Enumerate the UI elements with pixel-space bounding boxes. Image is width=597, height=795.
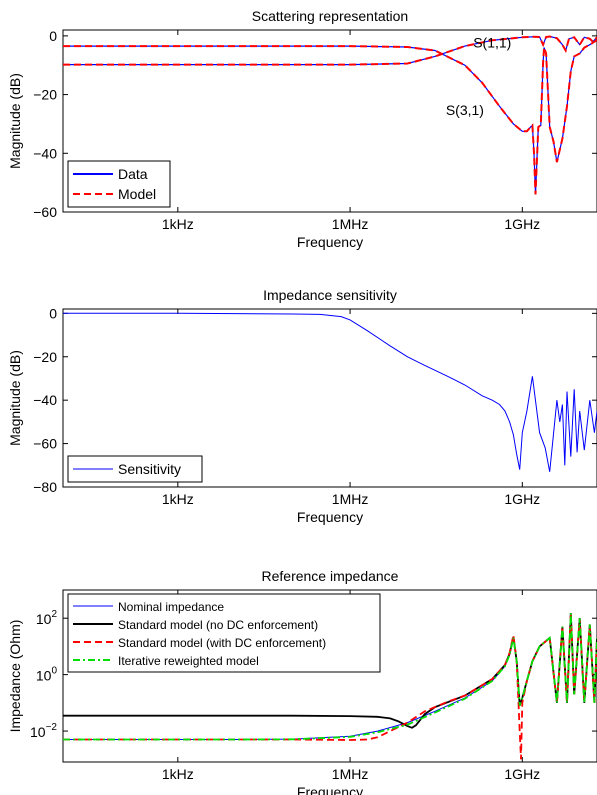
plot-area-frame <box>62 589 597 763</box>
legend: Nominal impedance Standard model (no DC e… <box>67 593 381 673</box>
series-line-model <box>63 35 597 66</box>
chart-title: Scattering representation <box>252 8 408 24</box>
legend-box <box>67 160 171 208</box>
series-group <box>63 312 597 472</box>
plot-area-frame <box>62 308 597 488</box>
annotation-label: S(1,1) <box>473 35 511 51</box>
y-tick-exponent: 2 <box>51 609 57 620</box>
x-axis-label: Frequency <box>297 784 363 795</box>
x-tick-label: 1MHz <box>332 491 369 507</box>
x-tick-label: 1GHz <box>504 766 540 782</box>
chart-title: Reference impedance <box>262 568 399 584</box>
plot-area-frame <box>62 29 597 213</box>
y-tick-base: 10 <box>36 611 52 627</box>
legend-box <box>67 593 381 673</box>
legend: Sensitivity <box>67 455 203 483</box>
y-tick-label: −60 <box>33 204 57 220</box>
y-tick-label: 100 <box>36 666 58 684</box>
x-tick-label: 1MHz <box>332 766 369 782</box>
y-tick-base: 10 <box>30 724 46 740</box>
series-group <box>63 613 597 760</box>
legend-entry-label: Model <box>118 186 156 202</box>
y-axis-label: Magnitude (dB) <box>7 350 23 446</box>
y-tick-base: 10 <box>36 668 52 684</box>
y-tick-exponent: 0 <box>51 666 57 677</box>
x-tick-label: 1kHz <box>162 491 194 507</box>
y-tick-label: 102 <box>36 609 58 627</box>
legend-entry-label: Standard model (no DC enforcement) <box>118 618 318 632</box>
series-line-data <box>63 35 597 66</box>
y-tick-label: 0 <box>49 305 57 321</box>
legend-entry-label: Standard model (with DC enforcement) <box>118 636 326 650</box>
y-tick-label: −20 <box>33 87 57 103</box>
y-tick-label: −40 <box>33 392 57 408</box>
chart-panel-2: Impedance sensitivity 1kHz 1MHz 1GHz Frequen… <box>7 287 597 525</box>
y-tick-label: −20 <box>33 349 57 365</box>
legend: Data Model <box>67 160 171 208</box>
y-tick-label: 10−2 <box>30 722 57 740</box>
y-axis-label: Impedance (Ohm) <box>7 620 23 733</box>
legend-entry-label: Nominal impedance <box>118 600 224 614</box>
y-tick-label: 0 <box>49 28 57 44</box>
chart-panel-3: Reference impedance 1kHz 1MHz 1GHz Frequency… <box>7 568 597 795</box>
x-axis-label: Frequency <box>297 509 363 525</box>
x-tick-label: 1GHz <box>504 491 540 507</box>
series-line <box>63 312 597 472</box>
x-axis-label: Frequency <box>297 234 363 250</box>
y-tick-label: −60 <box>33 436 57 452</box>
series-group <box>63 35 597 195</box>
series-line <box>63 613 597 741</box>
y-tick-label: −80 <box>33 479 57 495</box>
legend-entry-label: Sensitivity <box>118 461 181 477</box>
y-tick-exponent: −2 <box>46 722 58 733</box>
chart-title: Impedance sensitivity <box>263 287 397 303</box>
x-tick-label: 1kHz <box>162 216 194 232</box>
y-axis-label: Magnitude (dB) <box>7 73 23 169</box>
x-tick-label: 1kHz <box>162 766 194 782</box>
y-tick-label: −40 <box>33 145 57 161</box>
legend-entry-label: Data <box>118 166 148 182</box>
annotation-label: S(3,1) <box>446 102 484 118</box>
series-line-model <box>63 39 597 195</box>
x-tick-label: 1MHz <box>332 216 369 232</box>
x-tick-label: 1GHz <box>504 216 540 232</box>
legend-entry-label: Iterative reweighted model <box>118 654 259 668</box>
chart-panel-1: Scattering representation 1kHz 1MHz 1GHz Fre… <box>7 8 597 250</box>
